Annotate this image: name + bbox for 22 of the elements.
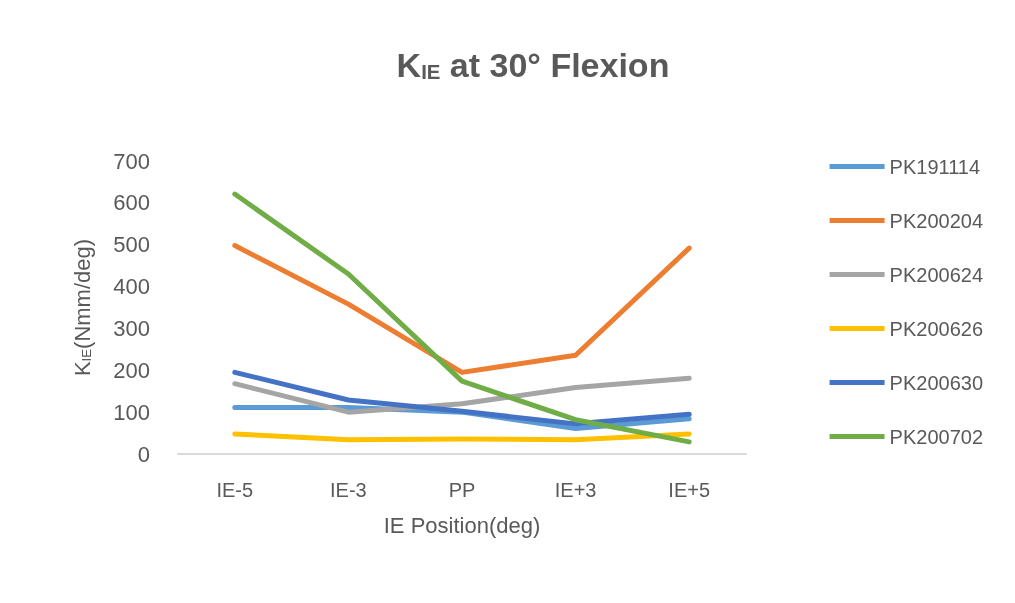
x-axis-title: IE Position(deg) bbox=[383, 512, 541, 538]
x-tick-label: IE-5 bbox=[216, 479, 254, 501]
y-tick-label: 700 bbox=[113, 148, 150, 174]
x-tick-label: PP bbox=[448, 479, 476, 501]
y-tick-label: 500 bbox=[113, 232, 150, 258]
legend-label: PK200624 bbox=[889, 263, 983, 286]
x-tick-label: IE+3 bbox=[554, 479, 597, 501]
legend-label: PK200626 bbox=[889, 317, 983, 340]
chart-title: KIE at 30° Flexion bbox=[396, 46, 670, 84]
x-tick-label: IE-3 bbox=[330, 479, 367, 501]
legend-label: PK200630 bbox=[889, 371, 983, 394]
legend-label: PK200702 bbox=[889, 425, 983, 448]
legend-label: PK200204 bbox=[889, 209, 983, 232]
y-tick-label: 400 bbox=[113, 274, 150, 300]
legend-label: PK191114 bbox=[889, 155, 981, 178]
y-tick-label: 600 bbox=[113, 190, 150, 216]
y-tick-label: 200 bbox=[113, 357, 150, 383]
y-tick-label: 100 bbox=[113, 399, 150, 425]
y-tick-label: 0 bbox=[137, 441, 150, 467]
y-axis-title: KIE(Nmm/deg) bbox=[69, 238, 95, 377]
y-tick-label: 300 bbox=[113, 315, 150, 341]
x-tick-label: IE+5 bbox=[668, 479, 711, 501]
